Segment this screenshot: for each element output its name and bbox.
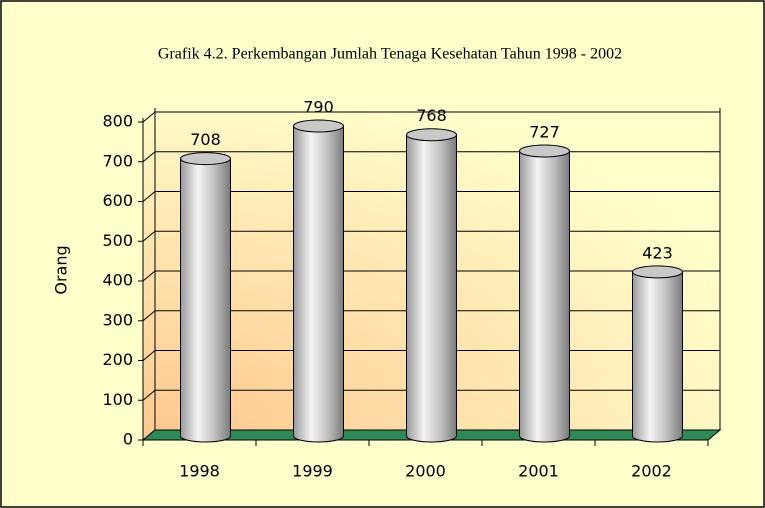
- data-label: 790: [303, 97, 334, 116]
- x-tick-label: 1999: [292, 462, 333, 481]
- bar: [632, 271, 683, 443]
- grid-line: [142, 191, 156, 202]
- y-tick-label: 300: [102, 310, 133, 329]
- grid-line: [142, 230, 156, 242]
- bar: [519, 150, 570, 443]
- bar: [293, 125, 344, 443]
- y-axis-label: Orang: [52, 245, 71, 294]
- grid-line: [142, 350, 156, 361]
- data-label: 727: [529, 123, 560, 142]
- y-tick-label: 500: [102, 231, 133, 250]
- bar: [180, 158, 231, 443]
- y-tick-label: 0: [123, 430, 133, 449]
- grid-line: [142, 310, 156, 322]
- bar: [406, 134, 457, 443]
- y-tick-label: 400: [102, 271, 133, 290]
- bar-top: [180, 152, 231, 166]
- grid-line: [142, 111, 156, 123]
- data-label: 708: [190, 130, 221, 149]
- bar-top: [293, 119, 344, 133]
- grid-line: [142, 151, 156, 163]
- x-tick-label: 2002: [631, 462, 672, 481]
- data-label: 768: [416, 106, 447, 125]
- grid-line: [142, 389, 156, 401]
- bar-top: [632, 265, 683, 279]
- grid-line: [142, 270, 156, 282]
- y-tick-label: 100: [102, 390, 133, 409]
- y-tick-label: 200: [102, 350, 133, 369]
- data-label: 423: [642, 243, 673, 262]
- y-tick-label: 600: [102, 191, 133, 210]
- chart-title: Grafik 4.2. Perkembangan Jumlah Tenaga K…: [158, 46, 622, 63]
- x-tick-label: 2001: [518, 462, 559, 481]
- y-tick-label: 800: [102, 112, 133, 131]
- y-tick-label: 700: [102, 151, 133, 170]
- bar-top: [519, 144, 570, 158]
- x-tick-label: 1998: [179, 462, 220, 481]
- bar-top: [406, 128, 457, 142]
- x-tick-label: 2000: [405, 462, 446, 481]
